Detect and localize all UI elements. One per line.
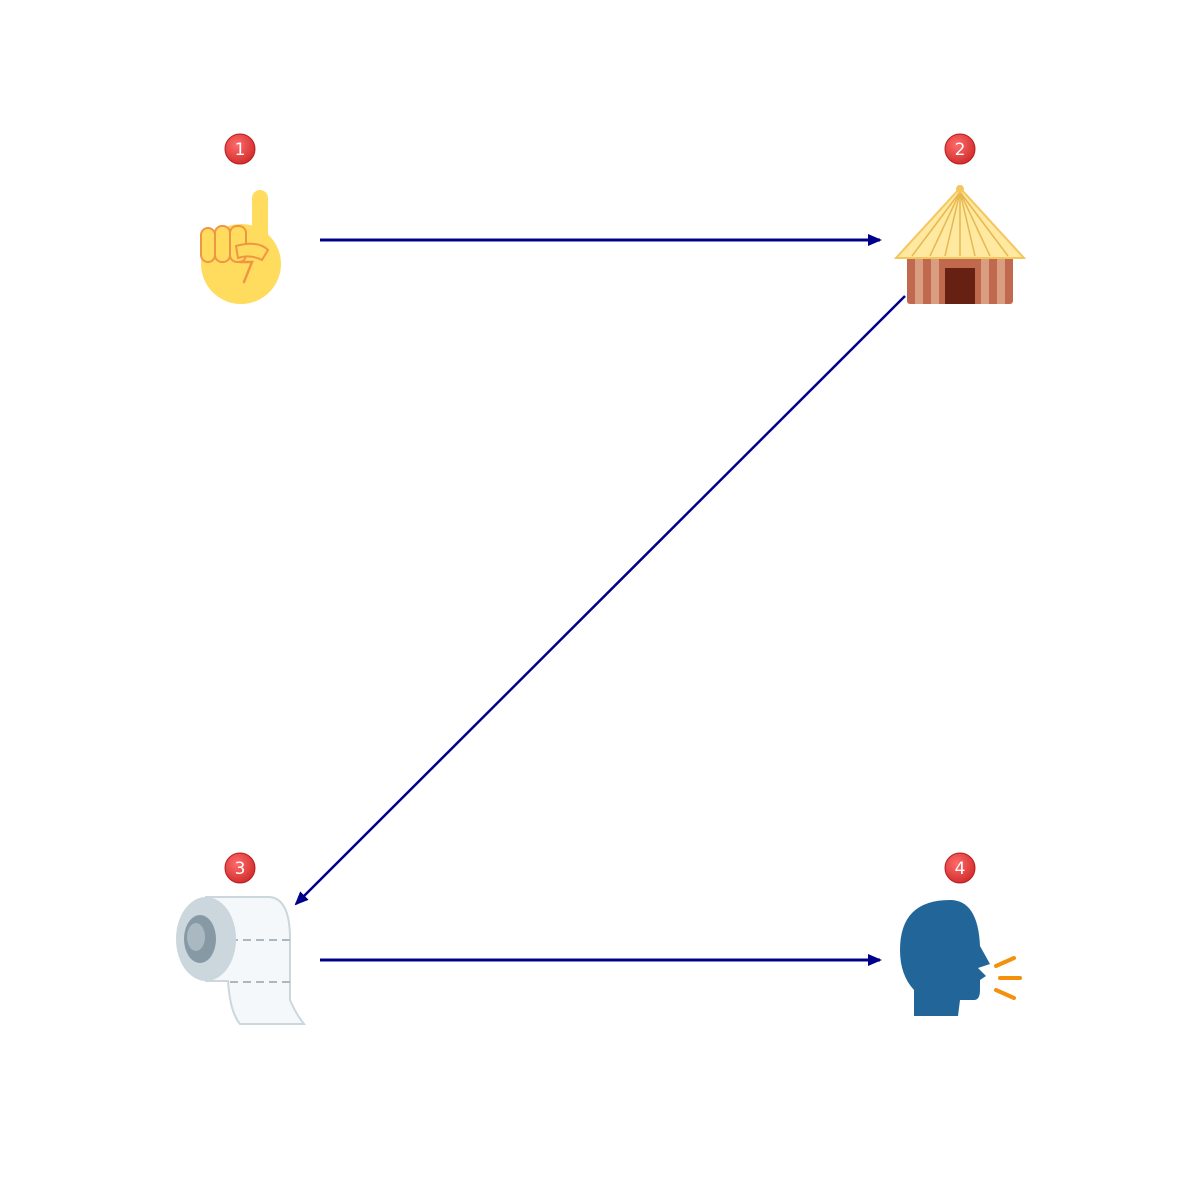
node-2: 2 [893, 133, 1027, 304]
toilet-paper-roll-icon [176, 896, 307, 1025]
badge-4: 4 [944, 852, 976, 884]
svg-text:1: 1 [235, 140, 246, 160]
node-3: 3 [176, 852, 307, 1025]
hut-icon [893, 185, 1027, 304]
badge-2: 2 [944, 133, 976, 165]
svg-text:2: 2 [955, 140, 966, 160]
edge-2-to-3 [294, 295, 906, 906]
index-pointing-up-icon [200, 190, 281, 304]
node-4: 4 [900, 852, 1022, 1016]
badge-1: 1 [224, 133, 256, 165]
svg-text:4: 4 [955, 859, 966, 879]
node-1: 1 [200, 133, 281, 304]
speaking-head-icon [900, 900, 1022, 1016]
badge-3: 3 [224, 852, 256, 884]
svg-text:3: 3 [235, 859, 246, 879]
